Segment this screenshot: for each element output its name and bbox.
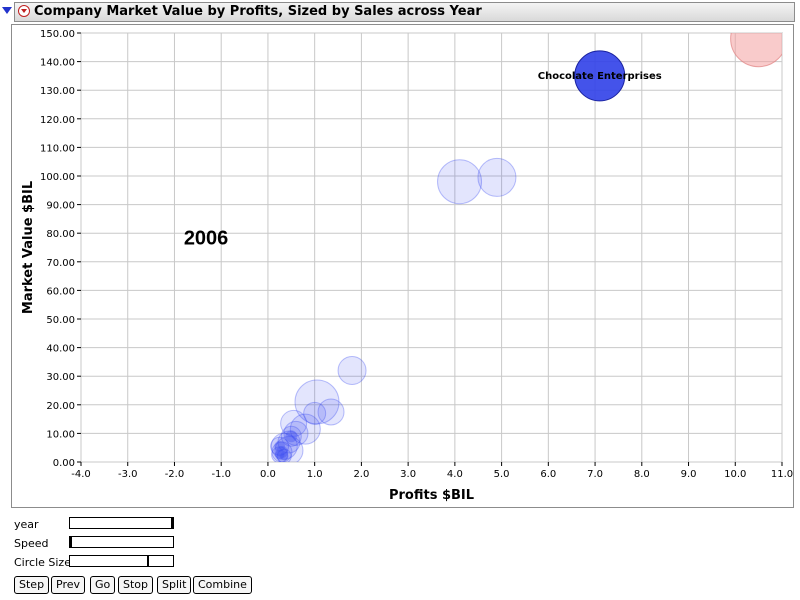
red-triangle-menu-icon[interactable] <box>18 5 30 17</box>
stop-button[interactable]: Stop <box>118 576 154 594</box>
x-tick-label: 5.0 <box>494 469 510 480</box>
y-tick-label: 100.00 <box>40 172 75 183</box>
x-tick-label: 0.0 <box>260 469 276 480</box>
y-axis-ticks: 0.00 10.00 20.00 30.00 40.00 50.00 60.00 70.00 8… <box>40 29 81 469</box>
chart-frame: -4.0 -3.0 -2.0 -1.0 0.0 1.0 2.0 3.0 4.0 5.0 6.0 7.0… <box>11 24 794 508</box>
bubble[interactable] <box>271 446 289 463</box>
prev-button[interactable]: Prev <box>51 576 85 594</box>
y-tick-label: 140.00 <box>40 58 75 69</box>
x-tick-label: 11.0 <box>771 469 793 480</box>
y-tick-label: 60.00 <box>46 286 75 297</box>
x-tick-label: -1.0 <box>211 469 231 480</box>
grid-lines <box>80 32 783 463</box>
bubble-core <box>274 450 285 460</box>
bubble[interactable] <box>283 420 309 446</box>
year-label: year <box>14 518 39 531</box>
circle-size-label: Circle Size <box>14 556 71 569</box>
x-tick-label: -4.0 <box>71 469 91 480</box>
speed-slider[interactable] <box>69 536 174 548</box>
bubble[interactable] <box>294 379 340 425</box>
y-tick-label: 50.00 <box>46 315 75 326</box>
y-axis-label: Market Value $BIL <box>21 181 36 314</box>
y-tick-label: 30.00 <box>46 372 75 383</box>
speed-label: Speed <box>14 537 49 550</box>
bubble[interactable] <box>276 448 292 463</box>
bubble[interactable] <box>477 157 517 197</box>
bubble[interactable] <box>270 436 290 456</box>
y-tick-label: 110.00 <box>40 143 75 154</box>
y-tick-label: 70.00 <box>46 258 75 269</box>
year-slider[interactable] <box>69 517 174 529</box>
x-tick-label: 8.0 <box>634 469 650 480</box>
plot-area <box>80 32 783 463</box>
report-title: Company Market Value by Profits, Sized b… <box>34 4 482 19</box>
x-tick-label: 1.0 <box>307 469 323 480</box>
x-tick-label: 7.0 <box>587 469 603 480</box>
bubble[interactable] <box>317 398 345 426</box>
combine-button[interactable]: Combine <box>193 576 252 594</box>
x-tick-label: 3.0 <box>400 469 416 480</box>
y-tick-label: 10.00 <box>46 429 75 440</box>
y-tick-label: 40.00 <box>46 344 75 355</box>
year-slider-thumb[interactable] <box>171 517 173 529</box>
bubble[interactable] <box>270 432 298 460</box>
bubble-core <box>280 452 289 461</box>
x-tick-label: 4.0 <box>447 469 463 480</box>
bubble[interactable] <box>337 355 367 385</box>
step-button[interactable]: Step <box>14 576 50 594</box>
bubbles <box>270 25 787 465</box>
x-tick-label: 6.0 <box>540 469 556 480</box>
bubble[interactable] <box>280 425 302 447</box>
bubble-highlight[interactable] <box>574 50 626 102</box>
x-axis-ticks: -4.0 -3.0 -2.0 -1.0 0.0 1.0 2.0 3.0 4.0 5.0 6.0 7.0… <box>71 462 793 480</box>
circle-size-slider[interactable] <box>69 555 174 567</box>
bubble-core <box>274 440 286 452</box>
y-tick-label: 0.00 <box>53 458 75 469</box>
y-tick-label: 90.00 <box>46 201 75 212</box>
bubble-plot: -4.0 -3.0 -2.0 -1.0 0.0 1.0 2.0 3.0 4.0 5.0 6.0 7.0… <box>21 25 793 503</box>
split-button[interactable]: Split <box>157 576 192 594</box>
bubble[interactable] <box>280 409 308 437</box>
highlight-label: Chocolate Enterprises <box>538 71 662 82</box>
speed-slider-thumb[interactable] <box>70 536 72 548</box>
go-button[interactable]: Go <box>90 576 116 594</box>
bubble-core <box>275 445 288 458</box>
disclosure-triangle-icon[interactable] <box>2 7 12 14</box>
x-tick-label: -3.0 <box>118 469 138 480</box>
bubble[interactable] <box>277 430 301 454</box>
y-tick-label: 150.00 <box>40 29 75 40</box>
title-outline-box: Company Market Value by Profits, Sized b… <box>14 2 795 22</box>
bubble[interactable] <box>437 159 483 205</box>
x-tick-label: 9.0 <box>681 469 697 480</box>
bubble[interactable] <box>271 441 293 462</box>
bubble[interactable] <box>274 436 304 465</box>
x-tick-label: -2.0 <box>165 469 185 480</box>
y-tick-label: 80.00 <box>46 229 75 240</box>
y-tick-label: 20.00 <box>46 401 75 412</box>
report-title-bar: Company Market Value by Profits, Sized b… <box>0 2 797 22</box>
year-annotation: 2006 <box>184 228 229 250</box>
bubble[interactable] <box>303 401 327 425</box>
bubble[interactable] <box>289 413 321 445</box>
y-tick-label: 130.00 <box>40 86 75 97</box>
x-axis-label: Profits $BIL <box>389 488 474 503</box>
bubble-core <box>285 430 298 443</box>
bubble[interactable] <box>730 25 787 68</box>
x-tick-label: 2.0 <box>353 469 369 480</box>
circle-size-slider-thumb[interactable] <box>146 555 149 567</box>
y-tick-label: 120.00 <box>40 115 75 126</box>
x-tick-label: 10.0 <box>724 469 746 480</box>
